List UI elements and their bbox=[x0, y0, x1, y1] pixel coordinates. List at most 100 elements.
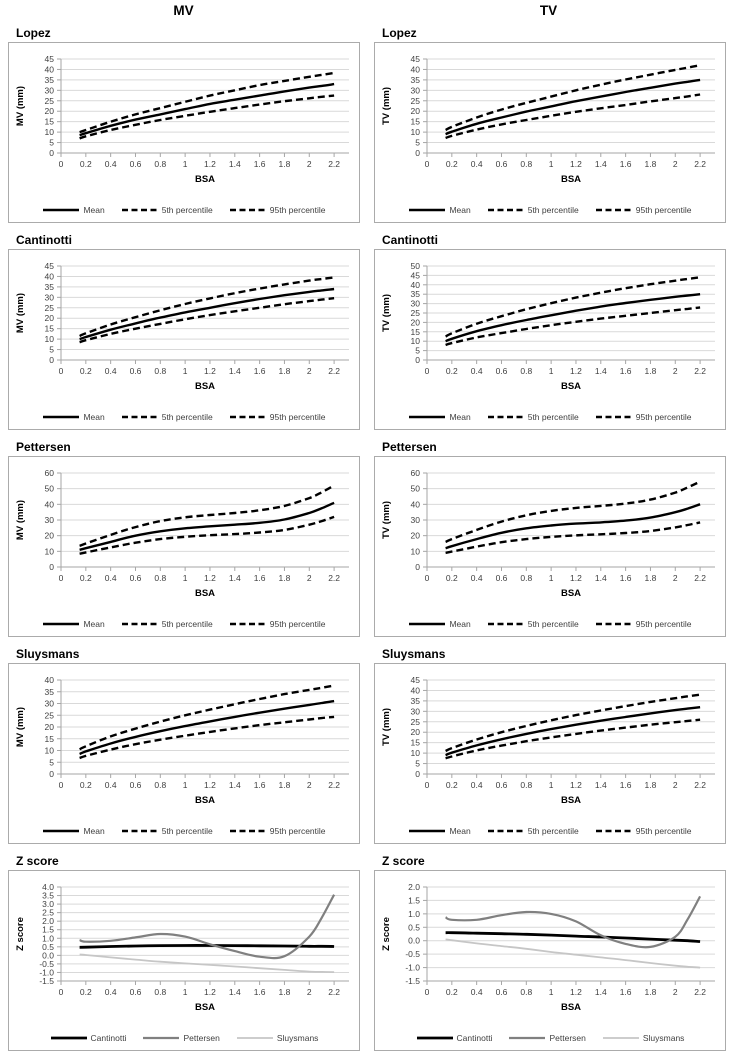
legend-item-mean: Mean bbox=[408, 412, 471, 422]
x-tick-label: 1.6 bbox=[254, 780, 266, 790]
y-tick-label: 0.0 bbox=[408, 936, 420, 946]
x-tick-label: 1.2 bbox=[570, 573, 582, 583]
x-tick-label: 0.4 bbox=[105, 573, 117, 583]
x-tick-label: 1.6 bbox=[620, 366, 632, 376]
legend-item-5th-percentile: 5th percentile bbox=[121, 412, 213, 422]
y-tick-label: 30 bbox=[411, 299, 421, 309]
legend-label: 95th percentile bbox=[635, 205, 692, 215]
solid-line-swatch-icon bbox=[236, 1037, 273, 1039]
x-tick-label: 0.4 bbox=[105, 366, 117, 376]
y-tick-label: 0 bbox=[415, 769, 420, 779]
series-line-95th-percentile bbox=[79, 276, 335, 338]
y-tick-label: -1.5 bbox=[405, 976, 420, 986]
series-line-mean bbox=[445, 78, 701, 136]
chart-title-sluysmans-mv: Sluysmans bbox=[16, 647, 80, 661]
chart-title-sluysmans-tv: Sluysmans bbox=[382, 647, 446, 661]
y-tick-label: 25 bbox=[45, 710, 55, 720]
y-tick-label: 15 bbox=[411, 327, 421, 337]
solid-line-swatch-icon bbox=[409, 622, 446, 626]
x-tick-label: 1.2 bbox=[204, 780, 216, 790]
chart-grid: Lopez 0 5 10 15 20 25 30 35 40 45 0 0.2 0.4 0.6 0.8 1 1.2… bbox=[0, 22, 732, 1051]
x-tick-label: 1.6 bbox=[620, 987, 632, 997]
x-tick-label: 0 bbox=[59, 987, 64, 997]
dashed-line-swatch-icon bbox=[121, 829, 158, 833]
chart-panel-zscore-tv: -1.5 -1.0 -0.5 0.0 0.5 1.0 1.5 2.0 0 0.2 0.4 0.6 0.8… bbox=[374, 870, 726, 1051]
y-tick-label: 0 bbox=[49, 355, 54, 365]
series-line-95th-percentile bbox=[445, 276, 701, 338]
y-tick-label: 40 bbox=[45, 271, 55, 281]
series-line-mean bbox=[79, 287, 335, 341]
x-tick-label: 0 bbox=[425, 780, 430, 790]
y-tick-label: 3.5 bbox=[42, 891, 54, 901]
chart-cell-zscore-mv: Z score -1.5 -1.0 -0.5 0.0 0.5 1.0 1.5 2.0 2.5 3.0… bbox=[8, 850, 360, 1051]
y-tick-label: 5 bbox=[49, 757, 54, 767]
x-tick-label: 1.6 bbox=[254, 573, 266, 583]
x-tick-label: 2 bbox=[673, 366, 678, 376]
dashed-line-swatch-icon bbox=[595, 829, 632, 833]
x-tick-label: 2.2 bbox=[328, 366, 340, 376]
x-tick-label: 0 bbox=[425, 366, 430, 376]
x-tick-label: 1.6 bbox=[254, 159, 266, 169]
y-tick-label: 10 bbox=[411, 546, 421, 556]
legend-label: Mean bbox=[449, 619, 471, 629]
y-tick-label: 0.0 bbox=[42, 950, 54, 960]
y-tick-label: 35 bbox=[411, 75, 421, 85]
legend-item-5th-percentile: 5th percentile bbox=[121, 205, 213, 215]
x-tick-label: 1.4 bbox=[595, 573, 607, 583]
legend-item-95th-percentile: 95th percentile bbox=[229, 826, 326, 836]
x-tick-label: 0.8 bbox=[154, 780, 166, 790]
chart-title-zscore-tv: Z score bbox=[382, 854, 425, 868]
y-axis-title: MV (mm) bbox=[15, 293, 26, 333]
x-tick-label: 0.8 bbox=[520, 366, 532, 376]
x-tick-label: 0.8 bbox=[520, 573, 532, 583]
x-tick-label: 0.2 bbox=[446, 780, 458, 790]
x-tick-label: 2 bbox=[307, 987, 312, 997]
solid-line-swatch-icon bbox=[409, 415, 446, 419]
y-tick-label: 5 bbox=[49, 138, 54, 148]
dashed-line-swatch-icon bbox=[487, 415, 524, 419]
x-tick-label: 0.2 bbox=[446, 573, 458, 583]
y-tick-label: 0 bbox=[49, 769, 54, 779]
legend-item-mean: Mean bbox=[42, 205, 105, 215]
legend-sluysmans-tv: Mean 5th percentile 95th percentile bbox=[375, 821, 725, 841]
legend-label: 5th percentile bbox=[161, 619, 213, 629]
x-tick-label: 2.2 bbox=[694, 573, 706, 583]
dashed-line-swatch-icon bbox=[595, 208, 632, 212]
x-tick-label: 1.8 bbox=[279, 573, 291, 583]
y-tick-label: 15 bbox=[411, 738, 421, 748]
y-tick-label: 5 bbox=[415, 759, 420, 769]
chart-cell-lopez-tv: Lopez 0 5 10 15 20 25 30 35 40 45 0 0.2 0.4 0.6 0.8 1 1.2… bbox=[374, 22, 726, 223]
gridlines bbox=[57, 679, 349, 778]
y-tick-label: 20 bbox=[411, 531, 421, 541]
series-line-mean bbox=[79, 82, 335, 137]
chart-panel-cantinotti-mv: 0 5 10 15 20 25 30 35 40 45 0 0.2 0.4 0.6 0.8 1 1.2 1.4 1.… bbox=[8, 249, 360, 430]
legend-label: Cantinotti bbox=[456, 1033, 493, 1043]
y-tick-label: 25 bbox=[45, 303, 55, 313]
y-tick-label: 45 bbox=[411, 54, 421, 64]
x-tick-label: 1.4 bbox=[595, 159, 607, 169]
y-tick-label: 40 bbox=[411, 64, 421, 74]
y-axis-title: Z score bbox=[15, 917, 26, 951]
series-line-pettersen bbox=[79, 894, 336, 960]
y-tick-label: 0.5 bbox=[42, 942, 54, 952]
x-tick-label: 0.6 bbox=[130, 573, 142, 583]
x-tick-label: 1.8 bbox=[645, 987, 657, 997]
series-line-sluysmans bbox=[79, 953, 335, 973]
legend-item-cantinotti: Cantinotti bbox=[50, 1033, 126, 1043]
x-tick-label: 1.4 bbox=[229, 573, 241, 583]
x-tick-label: 2.2 bbox=[328, 573, 340, 583]
y-tick-label: 50 bbox=[411, 484, 421, 494]
solid-line-swatch-icon bbox=[43, 829, 80, 833]
solid-line-swatch-icon bbox=[43, 208, 80, 212]
x-tick-label: 2.2 bbox=[328, 780, 340, 790]
x-tick-label: 2 bbox=[673, 987, 678, 997]
x-tick-label: 0.6 bbox=[130, 366, 142, 376]
x-tick-label: 0.2 bbox=[80, 780, 92, 790]
y-tick-label: 40 bbox=[45, 499, 55, 509]
x-axis-title: BSA bbox=[195, 795, 215, 806]
legend-label: 5th percentile bbox=[527, 412, 579, 422]
legend-item-95th-percentile: 95th percentile bbox=[595, 826, 692, 836]
